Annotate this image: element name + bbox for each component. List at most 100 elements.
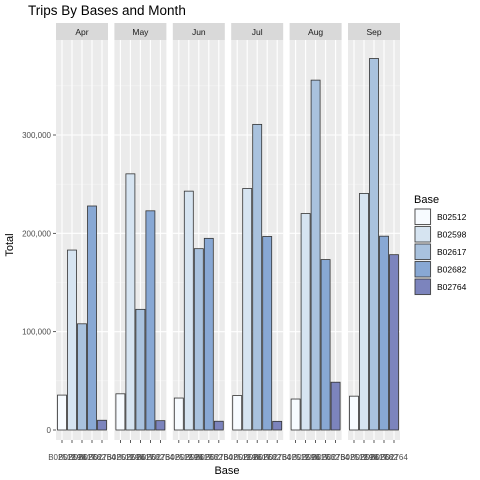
legend-swatch-b02682 bbox=[414, 261, 431, 278]
facet-strip-label: May bbox=[132, 27, 149, 37]
x-tick-label: B02617 bbox=[302, 453, 330, 462]
x-tick-label: B02617 bbox=[68, 453, 96, 462]
facet-strip-label: Aug bbox=[308, 27, 323, 37]
x-tick-label: B02764 bbox=[322, 453, 350, 462]
x-tick-label: B02682 bbox=[78, 453, 106, 462]
legend-label-b02682: B02682 bbox=[437, 265, 467, 275]
bar-apr-b02617 bbox=[77, 323, 87, 431]
facet-strip-label: Apr bbox=[75, 27, 88, 37]
legend-label-b02617: B02617 bbox=[437, 247, 467, 257]
x-tick-label: B02764 bbox=[380, 453, 408, 462]
x-tick-label: B02512 bbox=[282, 453, 310, 462]
legend-swatch-b02764 bbox=[414, 278, 431, 295]
x-tick-label: B02764 bbox=[205, 453, 233, 462]
x-tick-label: B02682 bbox=[137, 453, 165, 462]
x-tick-label: B02764 bbox=[147, 453, 175, 462]
facet-strip bbox=[172, 23, 225, 40]
x-tick-label: B02682 bbox=[253, 453, 281, 462]
x-tick-label: B02598 bbox=[117, 453, 145, 462]
bar-jul-b02764 bbox=[272, 420, 283, 431]
x-tick-label: B02764 bbox=[88, 453, 116, 462]
bar-sep-b02764 bbox=[389, 254, 399, 431]
bar-aug-b02598 bbox=[300, 213, 311, 431]
bar-jun-b02512 bbox=[173, 397, 184, 431]
y-axis-title: Total bbox=[4, 233, 16, 256]
legend-swatch-b02598 bbox=[414, 226, 431, 243]
x-tick-label: B02512 bbox=[165, 453, 193, 462]
legend-label-b02512: B02512 bbox=[437, 212, 467, 222]
facet-strip-label: Sep bbox=[366, 27, 381, 37]
x-tick-label: B02682 bbox=[370, 453, 398, 462]
facet-strip bbox=[289, 23, 342, 40]
y-tick-label: 0 bbox=[47, 426, 52, 435]
bar-may-b02682 bbox=[145, 210, 156, 431]
facet-strip bbox=[56, 23, 108, 40]
bar-jun-b02598 bbox=[183, 190, 194, 431]
legend: Base B02512 B02598 B02617 B02682 B02764 bbox=[414, 194, 467, 296]
x-tick-label: B02682 bbox=[195, 453, 223, 462]
facet-panels: AprB02512B02598B02617B02682B02764MayB025… bbox=[48, 23, 408, 462]
facet-strip-label: Jul bbox=[252, 27, 263, 37]
facet-strip bbox=[114, 23, 167, 40]
y-tick-label: 200,000 bbox=[22, 229, 51, 238]
bar-may-b02764 bbox=[155, 420, 166, 431]
facet-strip bbox=[231, 23, 284, 40]
x-tick-label: B02598 bbox=[58, 453, 86, 462]
x-tick-label: B02764 bbox=[263, 453, 291, 462]
x-tick-label: B02598 bbox=[292, 453, 320, 462]
facet-strip-label: Jun bbox=[192, 27, 206, 37]
chart-title: Trips By Bases and Month bbox=[28, 3, 186, 18]
bar-may-b02617 bbox=[135, 308, 146, 431]
x-tick-label: B02512 bbox=[107, 453, 135, 462]
bar-may-b02512 bbox=[115, 393, 126, 431]
bar-sep-b02682 bbox=[379, 235, 389, 431]
bar-jun-b02764 bbox=[213, 420, 224, 431]
x-tick-label: B02617 bbox=[127, 453, 155, 462]
x-tick-label: B02598 bbox=[233, 453, 261, 462]
bar-jul-b02617 bbox=[252, 123, 263, 431]
bar-jun-b02682 bbox=[203, 237, 214, 431]
legend-swatch-b02512 bbox=[414, 208, 431, 225]
bar-aug-b02512 bbox=[290, 398, 301, 431]
x-tick-label: B02598 bbox=[175, 453, 203, 462]
bar-apr-b02764 bbox=[97, 419, 107, 431]
bar-jul-b02512 bbox=[232, 395, 243, 431]
x-tick-label: B02682 bbox=[312, 453, 340, 462]
bar-aug-b02764 bbox=[330, 381, 341, 431]
x-tick-label: B02512 bbox=[340, 453, 368, 462]
bar-aug-b02617 bbox=[310, 79, 321, 431]
legend-label-b02598: B02598 bbox=[437, 230, 467, 240]
y-tick-label: 100,000 bbox=[22, 328, 51, 337]
bar-apr-b02598 bbox=[67, 249, 77, 431]
bar-apr-b02512 bbox=[57, 394, 67, 431]
legend-title: Base bbox=[414, 194, 439, 206]
legend-label-b02764: B02764 bbox=[437, 282, 467, 292]
x-tick-label: B02512 bbox=[48, 453, 76, 462]
facet-strip bbox=[348, 23, 400, 40]
bar-sep-b02512 bbox=[349, 395, 359, 431]
bar-apr-b02682 bbox=[87, 205, 97, 431]
y-axis: 0 100,000 200,000 300,000 bbox=[22, 131, 56, 435]
bar-aug-b02682 bbox=[320, 259, 331, 431]
x-tick-label: B02598 bbox=[350, 453, 378, 462]
x-tick-label: B02617 bbox=[185, 453, 213, 462]
bar-sep-b02598 bbox=[359, 193, 369, 431]
bar-jul-b02598 bbox=[242, 188, 253, 431]
x-tick-label: B02512 bbox=[223, 453, 251, 462]
x-tick-label: B02617 bbox=[243, 453, 271, 462]
bar-may-b02598 bbox=[125, 173, 136, 431]
bar-jun-b02617 bbox=[193, 248, 204, 431]
x-tick-label: B02617 bbox=[360, 453, 388, 462]
y-tick-label: 300,000 bbox=[22, 131, 51, 140]
bar-jul-b02682 bbox=[262, 236, 273, 431]
legend-swatch-b02617 bbox=[414, 243, 431, 260]
x-axis-title: Base bbox=[214, 465, 239, 477]
bar-sep-b02617 bbox=[369, 58, 379, 431]
